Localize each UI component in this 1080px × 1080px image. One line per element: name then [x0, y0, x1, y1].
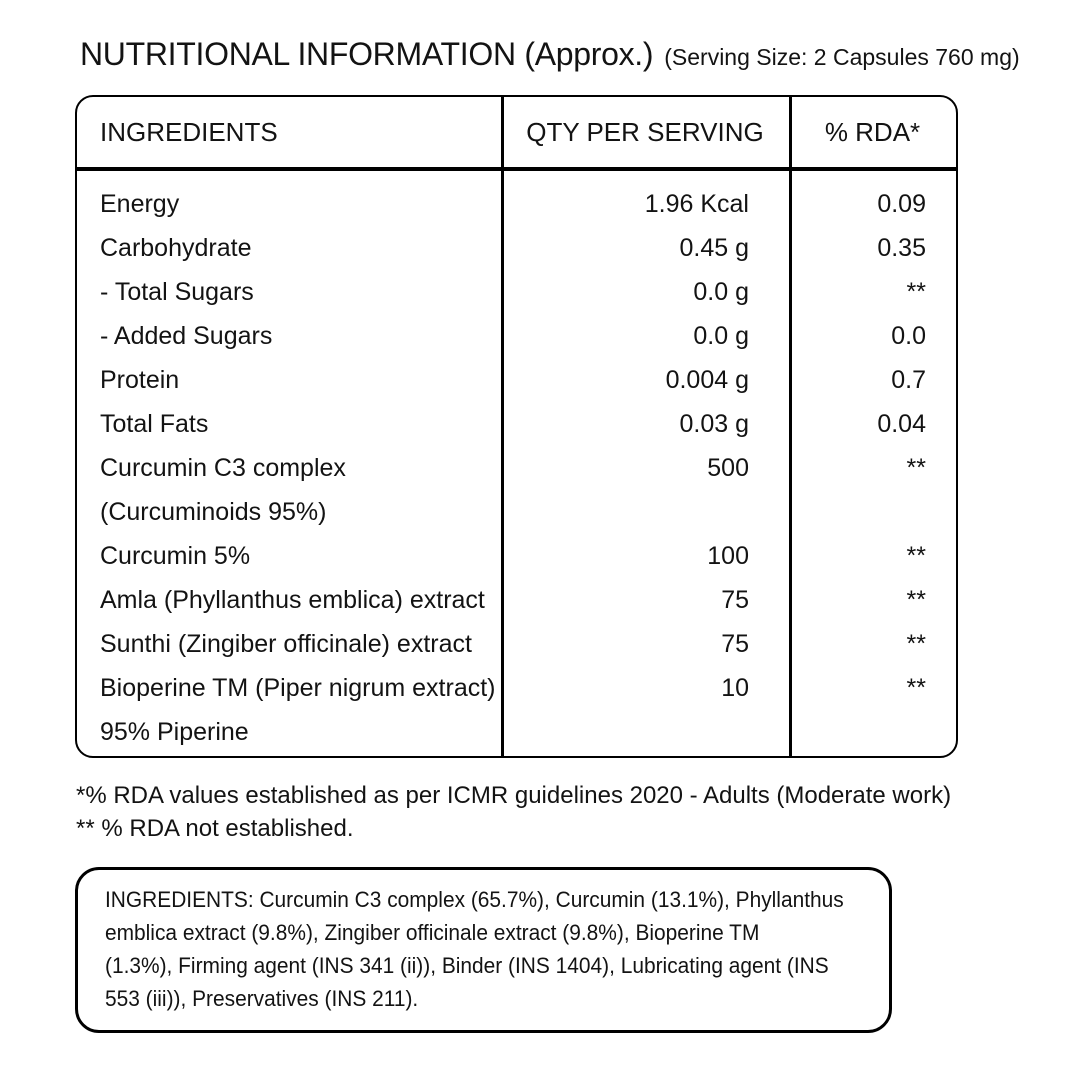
qty-value: 75 [721, 586, 749, 614]
nutrition-table: INGREDIENTS QTY PER SERVING % RDA* Energ… [75, 95, 958, 758]
title-serving-size: (Serving Size: 2 Capsules 760 mg) [664, 44, 1020, 70]
ingredient-name: Bioperine TM (Piper nigrum extract) [100, 674, 496, 702]
qty-value: 10 [721, 674, 749, 702]
table-row: - Added Sugars 0.0 g 0.0 [77, 314, 956, 358]
table-body: Energy 1.96 Kcal 0.09 Carbohydrate 0.45 g 0.3… [77, 171, 956, 756]
qty-value: 0.004 g [665, 366, 749, 394]
column-divider-2 [789, 97, 792, 756]
ingredients-text-line: INGREDIENTS: Curcumin C3 complex (65.7%)… [105, 887, 844, 912]
ingredient-name: Amla (Phyllanthus emblica) extract [100, 586, 485, 614]
ingredient-name: Total Fats [100, 410, 209, 438]
table-row: - Total Sugars 0.0 g ** [77, 270, 956, 314]
ingredients-list-box: INGREDIENTS: Curcumin C3 complex (65.7%)… [75, 867, 892, 1033]
qty-value: 0.03 g [679, 410, 749, 438]
qty-value: 75 [721, 630, 749, 658]
table-row: Bioperine TM (Piper nigrum extract) 95% P… [77, 666, 956, 754]
rda-value: ** [906, 674, 926, 702]
ingredient-name: Carbohydrate [100, 234, 252, 262]
ingredient-name: Curcumin 5% [100, 542, 251, 570]
ingredients-text-line: (1.3%), Firming agent (INS 341 (ii)), Bi… [105, 953, 829, 978]
qty-value: 1.96 Kcal [644, 190, 749, 218]
rda-value: 0.04 [877, 410, 926, 438]
qty-value: 0.0 g [693, 322, 749, 350]
rda-value: ** [906, 630, 926, 658]
rda-value: ** [906, 586, 926, 614]
rda-value: ** [906, 542, 926, 570]
ingredients-text-line: emblica extract (9.8%), Zingiber officin… [105, 920, 760, 945]
rda-value: 0.35 [877, 234, 926, 262]
rda-value: 0.7 [891, 366, 926, 394]
page-title: NUTRITIONAL INFORMATION (Approx.) (Servi… [80, 36, 1020, 73]
footnote-rda-established: *% RDA values established as per ICMR gu… [76, 782, 952, 809]
qty-value: 0.0 g [693, 278, 749, 306]
ingredient-name: 95% Piperine [100, 718, 249, 746]
table-row: Curcumin C3 complex (Curcuminoids 95%) 500… [77, 446, 956, 534]
column-divider-1 [501, 97, 504, 756]
header-qty-per-serving: QTY PER SERVING [526, 117, 764, 147]
footnote-rda-not-established: ** % RDA not established. [76, 815, 354, 842]
table-header-row: INGREDIENTS QTY PER SERVING % RDA* [77, 97, 956, 171]
rda-value: 0.0 [891, 322, 926, 350]
title-main: NUTRITIONAL INFORMATION (Approx.) [80, 36, 654, 72]
table-row: Energy 1.96 Kcal 0.09 [77, 182, 956, 226]
ingredient-name: - Added Sugars [100, 322, 273, 350]
table-row: Curcumin 5% 100 ** [77, 534, 956, 578]
rda-value: 0.09 [877, 190, 926, 218]
qty-value: 500 [707, 454, 749, 482]
rda-value: ** [906, 454, 926, 482]
ingredient-name: (Curcuminoids 95%) [100, 498, 327, 526]
footnotes: *% RDA values established as per ICMR gu… [76, 779, 951, 845]
table-row: Amla (Phyllanthus emblica) extract 75 ** [77, 578, 956, 622]
ingredients-text-line: 553 (iii)), Preservatives (INS 211). [105, 986, 419, 1011]
ingredient-name: - Total Sugars [100, 278, 254, 306]
ingredient-name: Energy [100, 190, 180, 218]
rda-value: ** [906, 278, 926, 306]
header-rda: % RDA* [824, 117, 921, 147]
qty-value: 0.45 g [679, 234, 749, 262]
qty-value: 100 [707, 542, 749, 570]
table-row: Protein 0.004 g 0.7 [77, 358, 956, 402]
ingredient-name: Sunthi (Zingiber officinale) extract [100, 630, 472, 658]
ingredient-name: Curcumin C3 complex [100, 454, 346, 482]
table-row: Sunthi (Zingiber officinale) extract 75 ** [77, 622, 956, 666]
table-row: Total Fats 0.03 g 0.04 [77, 402, 956, 446]
ingredient-name: Protein [100, 366, 180, 394]
header-ingredients: INGREDIENTS [100, 117, 278, 147]
table-row: Carbohydrate 0.45 g 0.35 [77, 226, 956, 270]
